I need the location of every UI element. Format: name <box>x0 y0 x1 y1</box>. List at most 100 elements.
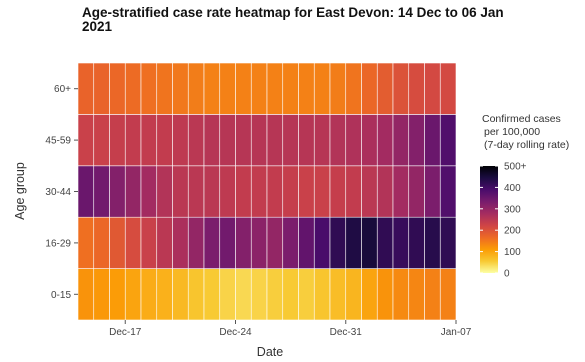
heatmap-cell <box>124 62 142 115</box>
heatmap-cell <box>172 216 189 269</box>
heatmap-cell <box>345 114 362 167</box>
heatmap-cell <box>235 216 252 269</box>
heatmap-cell <box>187 268 205 321</box>
heatmap-cell <box>329 62 347 115</box>
heatmap-cell <box>203 62 221 115</box>
heatmap-cell <box>392 268 410 321</box>
y-tick-label: 60+ <box>54 84 71 95</box>
heatmap-cell <box>219 165 236 218</box>
x-tick-label: Dec-24 <box>219 327 252 338</box>
heatmap-cell <box>219 268 236 321</box>
y-tick-label: 16-29 <box>45 238 71 249</box>
heatmap-cells <box>77 62 457 321</box>
x-tick-label: Dec-17 <box>109 327 142 338</box>
heatmap-cell <box>313 114 331 167</box>
legend-colorbar <box>480 166 498 273</box>
x-tick-label: Jan-07 <box>441 327 472 338</box>
legend-tick-label: 0 <box>504 269 510 280</box>
legend-tick-label: 500+ <box>504 162 527 173</box>
heatmap-cell <box>140 165 158 218</box>
heatmap-cell <box>219 114 236 167</box>
heatmap-cell <box>282 165 299 218</box>
heatmap-cell <box>93 268 110 321</box>
heatmap-cell <box>109 114 126 167</box>
heatmap-cell <box>345 268 362 321</box>
heatmap-cell <box>140 216 158 269</box>
heatmap-cell <box>93 114 110 167</box>
legend-tick-label: 100 <box>504 247 521 258</box>
heatmap-cell <box>313 165 331 218</box>
chart-title-line-2: 2021 <box>82 19 113 34</box>
heatmap-cell <box>187 114 205 167</box>
heatmap-cell <box>109 62 126 115</box>
chart-title-line-1: Age-stratified case rate heatmap for Eas… <box>82 5 504 20</box>
heatmap-cell <box>77 114 95 167</box>
heatmap-cell <box>140 114 158 167</box>
heatmap-cell <box>313 268 331 321</box>
legend-ticks: 0 100 200 300 400 500+ <box>480 162 527 280</box>
heatmap-cell <box>313 62 331 115</box>
heatmap-cell <box>408 268 425 321</box>
heatmap-cell <box>266 165 284 218</box>
heatmap-cell <box>250 62 268 115</box>
heatmap-cell <box>266 268 284 321</box>
heatmap-cell <box>376 62 394 115</box>
heatmap-cell <box>187 216 205 269</box>
heatmap-cell <box>124 268 142 321</box>
heatmap-cell <box>424 62 441 115</box>
heatmap-cell <box>93 216 110 269</box>
heatmap-cell <box>313 216 331 269</box>
heatmap-cell <box>187 165 205 218</box>
legend-tick-label: 200 <box>504 226 521 237</box>
heatmap-cell <box>172 165 189 218</box>
heatmap-cell <box>298 216 315 269</box>
heatmap-cell <box>156 62 173 115</box>
heatmap-cell <box>203 165 221 218</box>
heatmap-cell <box>219 216 236 269</box>
heatmap-cell <box>345 62 362 115</box>
heatmap-cell <box>172 114 189 167</box>
y-tick-label: 30-44 <box>45 187 71 198</box>
heatmap-cell <box>156 114 173 167</box>
legend-title-line-3: (7-day rolling rate) <box>484 139 569 151</box>
heatmap-cell <box>203 114 221 167</box>
heatmap-cell <box>219 62 236 115</box>
heatmap-cell <box>345 165 362 218</box>
heatmap-cell <box>408 216 425 269</box>
heatmap-cell <box>156 268 173 321</box>
x-axis: Dec-17 Dec-24 Dec-31 Jan-07 <box>109 320 472 338</box>
y-axis: 0-15 16-29 30-44 45-59 60+ <box>45 84 78 301</box>
heatmap-cell <box>172 62 189 115</box>
heatmap-cell <box>124 216 142 269</box>
heatmap-cell <box>156 165 173 218</box>
heatmap-cell <box>361 62 378 115</box>
heatmap-cell <box>93 165 110 218</box>
heatmap-cell <box>93 62 110 115</box>
heatmap-cell <box>392 114 410 167</box>
heatmap-cell <box>140 62 158 115</box>
heatmap-cell <box>361 216 378 269</box>
heatmap-cell <box>408 114 425 167</box>
heatmap-cell <box>439 165 457 218</box>
y-tick-label: 0-15 <box>51 290 71 301</box>
heatmap-cell <box>439 114 457 167</box>
heatmap-cell <box>282 62 299 115</box>
y-axis-label: Age group <box>13 162 27 220</box>
heatmap-cell <box>282 114 299 167</box>
heatmap-cell <box>109 216 126 269</box>
x-axis-label: Date <box>257 345 283 359</box>
heatmap-cell <box>361 268 378 321</box>
heatmap-cell <box>203 268 221 321</box>
legend-title-line-1: Confirmed cases <box>482 113 561 125</box>
heatmap-cell <box>235 62 252 115</box>
heatmap-cell <box>266 62 284 115</box>
heatmap-cell <box>439 216 457 269</box>
heatmap-cell <box>376 114 394 167</box>
heatmap-cell <box>361 165 378 218</box>
heatmap-cell <box>172 268 189 321</box>
heatmap-cell <box>235 114 252 167</box>
heatmap-cell <box>439 62 457 115</box>
heatmap-cell <box>77 216 95 269</box>
legend-tick-label: 400 <box>504 183 521 194</box>
heatmap-cell <box>439 268 457 321</box>
